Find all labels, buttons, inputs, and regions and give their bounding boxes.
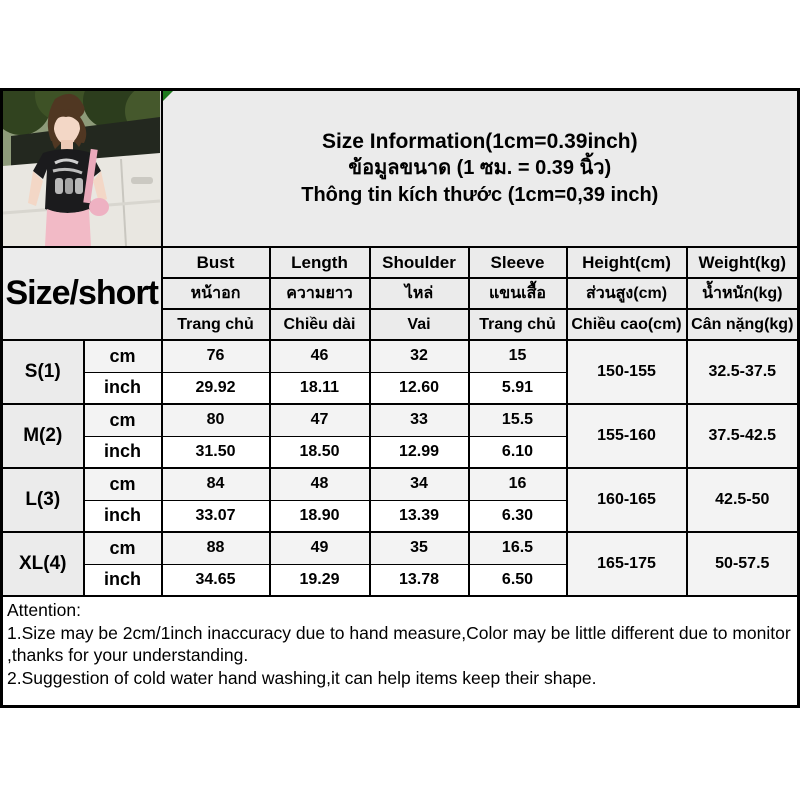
unit-inch-xl4: inch <box>82 563 163 597</box>
unit-cm-xl4: cm <box>82 531 163 565</box>
l3-height-range: 160-165 <box>565 467 688 533</box>
m2-bust-cm: 80 <box>160 403 271 437</box>
attention-line-2: ,thanks for your understanding. <box>7 645 249 665</box>
size-chart: Size Information(1cm=0.39inch) ข้อมูลขนา… <box>0 88 800 708</box>
m2-shoulder-inch: 12.99 <box>368 435 470 469</box>
xl4-sleeve-cm: 16.5 <box>467 531 568 565</box>
l3-length-cm: 48 <box>268 467 371 501</box>
l3-weight-range: 42.5-50 <box>685 467 800 533</box>
unit-cm-l3: cm <box>82 467 163 501</box>
size-short-header: Size/short <box>0 246 163 341</box>
header-length-th: ความยาว <box>268 277 371 310</box>
m2-height-range: 155-160 <box>565 403 688 469</box>
m2-length-cm: 47 <box>268 403 371 437</box>
xl4-length-inch: 19.29 <box>268 563 371 597</box>
unit-inch-s1: inch <box>82 371 163 405</box>
title-thai: ข้อมูลขนาด (1 ซม. = 0.39 นิ้ว) <box>348 156 612 179</box>
m2-shoulder-cm: 33 <box>368 403 470 437</box>
size-table: Size Information(1cm=0.39inch) ข้อมูลขนา… <box>0 88 800 708</box>
header-height-vi: Chiều cao(cm) <box>565 308 688 341</box>
xl4-bust-inch: 34.65 <box>160 563 271 597</box>
xl4-weight-range: 50-57.5 <box>685 531 800 597</box>
m2-length-inch: 18.50 <box>268 435 371 469</box>
header-shoulder-vi: Vai <box>368 308 470 341</box>
attention-heading: Attention: <box>7 600 81 620</box>
header-length-vi: Chiều dài <box>268 308 371 341</box>
xl4-shoulder-cm: 35 <box>368 531 470 565</box>
title-english: Size Information(1cm=0.39inch) <box>321 129 638 153</box>
unit-cm-s1: cm <box>82 339 163 373</box>
header-sleeve-en: Sleeve <box>467 246 568 279</box>
s1-shoulder-cm: 32 <box>368 339 470 373</box>
size-label-xl4: XL(4) <box>0 531 85 597</box>
size-information-title-cell: Size Information(1cm=0.39inch) ข้อมูลขนา… <box>160 88 800 248</box>
l3-sleeve-inch: 6.30 <box>467 499 568 533</box>
header-weight-vi: Cân nặng(kg) <box>685 308 800 341</box>
l3-bust-inch: 33.07 <box>160 499 271 533</box>
header-sleeve-vi: Trang chủ <box>467 308 568 341</box>
size-label-m2: M(2) <box>0 403 85 469</box>
unit-inch-m2: inch <box>82 435 163 469</box>
s1-height-range: 150-155 <box>565 339 688 405</box>
unit-cm-m2: cm <box>82 403 163 437</box>
m2-bust-inch: 31.50 <box>160 435 271 469</box>
title-vietnamese: Thông tin kích thước (1cm=0,39 inch) <box>301 183 659 206</box>
xl4-sleeve-inch: 6.50 <box>467 563 568 597</box>
header-length-en: Length <box>268 246 371 279</box>
s1-length-cm: 46 <box>268 339 371 373</box>
header-height-en: Height(cm) <box>565 246 688 279</box>
header-sleeve-th: แขนเสื้อ <box>467 277 568 310</box>
s1-bust-cm: 76 <box>160 339 271 373</box>
model-photo-illustration <box>3 91 160 246</box>
product-photo <box>0 88 163 248</box>
size-label-s1: S(1) <box>0 339 85 405</box>
size-label-l3: L(3) <box>0 467 85 533</box>
header-bust-en: Bust <box>160 246 271 279</box>
header-shoulder-en: Shoulder <box>368 246 470 279</box>
l3-shoulder-cm: 34 <box>368 467 470 501</box>
l3-shoulder-inch: 13.39 <box>368 499 470 533</box>
cell-comment-marker-icon <box>163 91 173 101</box>
header-height-th: ส่วนสูง(cm) <box>565 277 688 310</box>
m2-sleeve-inch: 6.10 <box>467 435 568 469</box>
header-weight-th: น้ำหนัก(kg) <box>685 277 800 310</box>
s1-weight-range: 32.5-37.5 <box>685 339 800 405</box>
s1-bust-inch: 29.92 <box>160 371 271 405</box>
attention-line-1: 1.Size may be 2cm/1inch inaccuracy due t… <box>7 622 791 643</box>
xl4-shoulder-inch: 13.78 <box>368 563 470 597</box>
m2-sleeve-cm: 15.5 <box>467 403 568 437</box>
m2-weight-range: 37.5-42.5 <box>685 403 800 469</box>
l3-bust-cm: 84 <box>160 467 271 501</box>
xl4-bust-cm: 88 <box>160 531 271 565</box>
l3-sleeve-cm: 16 <box>467 467 568 501</box>
s1-length-inch: 18.11 <box>268 371 371 405</box>
s1-sleeve-cm: 15 <box>467 339 568 373</box>
unit-inch-l3: inch <box>82 499 163 533</box>
header-bust-th: หน้าอก <box>160 277 271 310</box>
s1-sleeve-inch: 5.91 <box>467 371 568 405</box>
attention-line-3: 2.Suggestion of cold water hand washing,… <box>7 667 597 688</box>
xl4-length-cm: 49 <box>268 531 371 565</box>
header-bust-vi: Trang chủ <box>160 308 271 341</box>
s1-shoulder-inch: 12.60 <box>368 371 470 405</box>
attention-note: Attention: 1.Size may be 2cm/1inch inacc… <box>0 595 800 707</box>
header-weight-en: Weight(kg) <box>685 246 800 279</box>
xl4-height-range: 165-175 <box>565 531 688 597</box>
l3-length-inch: 18.90 <box>268 499 371 533</box>
header-shoulder-th: ไหล่ <box>368 277 470 310</box>
